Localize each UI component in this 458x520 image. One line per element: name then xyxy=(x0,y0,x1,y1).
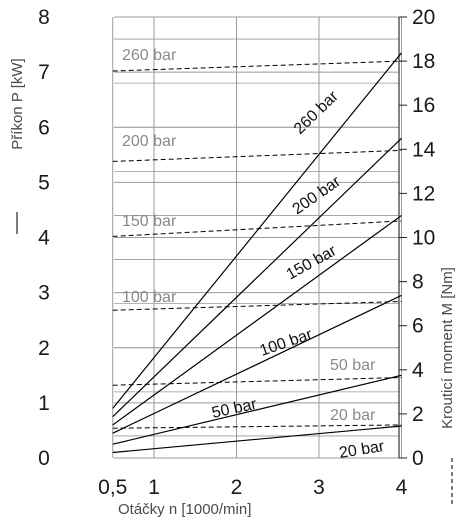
y-left-tick-label: 0 xyxy=(38,447,50,470)
power-series-label: 260 bar xyxy=(291,87,342,137)
grid xyxy=(112,16,407,459)
y-right-axis-label: Krouticí moment M [Nm] xyxy=(439,267,456,429)
y-left-tick-label: 6 xyxy=(38,116,50,139)
series-labels: 260 bar 200 bar 150 bar 100 bar 50 bar 20 bar… xyxy=(122,47,386,462)
y-left-tick-label: 3 xyxy=(38,282,50,305)
torque-line-20-bar xyxy=(112,424,402,429)
power-line-20-bar xyxy=(112,425,402,454)
power-line-100-bar xyxy=(112,294,402,434)
power-line-50-bar xyxy=(112,374,402,445)
y-left-tick-label: 7 xyxy=(38,61,50,84)
x-tick-label: 1 xyxy=(148,476,160,499)
y-right-tick-label: 16 xyxy=(412,94,435,117)
torque-series-label: 200 bar xyxy=(122,133,177,150)
y-left-axis-label: Příkon P [kW] xyxy=(9,58,26,149)
y-right-tick-label: 8 xyxy=(412,271,424,294)
torque-line-260-bar xyxy=(112,60,402,72)
power-series-label: 100 bar xyxy=(258,326,315,360)
y-right-tick-label: 10 xyxy=(412,227,435,250)
y-right-tick-label: 6 xyxy=(412,315,424,338)
torque-series-label: 50 bar xyxy=(330,357,376,374)
power-series-label: 150 bar xyxy=(284,242,340,284)
y-left-tick-label: 8 xyxy=(38,6,50,29)
y-right-tick-label: 18 xyxy=(412,50,435,73)
torque-line-200-bar xyxy=(112,149,402,162)
x-tick-label: 4 xyxy=(396,476,408,499)
torque-line-100-bar xyxy=(112,300,402,311)
power-line-200-bar xyxy=(112,137,402,418)
power-series-label: 20 bar xyxy=(338,438,386,462)
x-axis-label: Otáčky n [1000/min] xyxy=(118,501,251,518)
power-line-150-bar xyxy=(112,214,402,426)
y-right-tick-label: 20 xyxy=(412,6,435,29)
power-line-260-bar xyxy=(112,52,402,409)
torque-series-label: 150 bar xyxy=(122,213,177,230)
y-left-tick-label: 5 xyxy=(38,171,50,194)
y-left-tick-label: 4 xyxy=(38,227,50,250)
x-tick-label: 2 xyxy=(231,476,243,499)
power-series-label: 50 bar xyxy=(210,396,259,422)
y-right-tick-label: 12 xyxy=(412,182,435,205)
torque-line-50-bar xyxy=(112,377,402,386)
x-tick-label: 0,5 xyxy=(98,476,127,499)
x-tick-label: 3 xyxy=(313,476,325,499)
series-lines xyxy=(112,52,402,454)
torque-series-label: 100 bar xyxy=(122,289,177,306)
torque-series-label: 260 bar xyxy=(122,47,177,64)
y-left-tick-label: 2 xyxy=(38,337,50,360)
y-right-tick-label: 14 xyxy=(412,138,436,161)
y-right-tick-label: 0 xyxy=(412,447,424,470)
y-right-tick-label: 2 xyxy=(412,403,424,426)
y-left-tick-label: 1 xyxy=(38,392,50,415)
torque-series-label: 20 bar xyxy=(330,407,376,424)
torque-line-150-bar xyxy=(112,220,402,237)
y-right-tick-label: 4 xyxy=(412,359,424,382)
